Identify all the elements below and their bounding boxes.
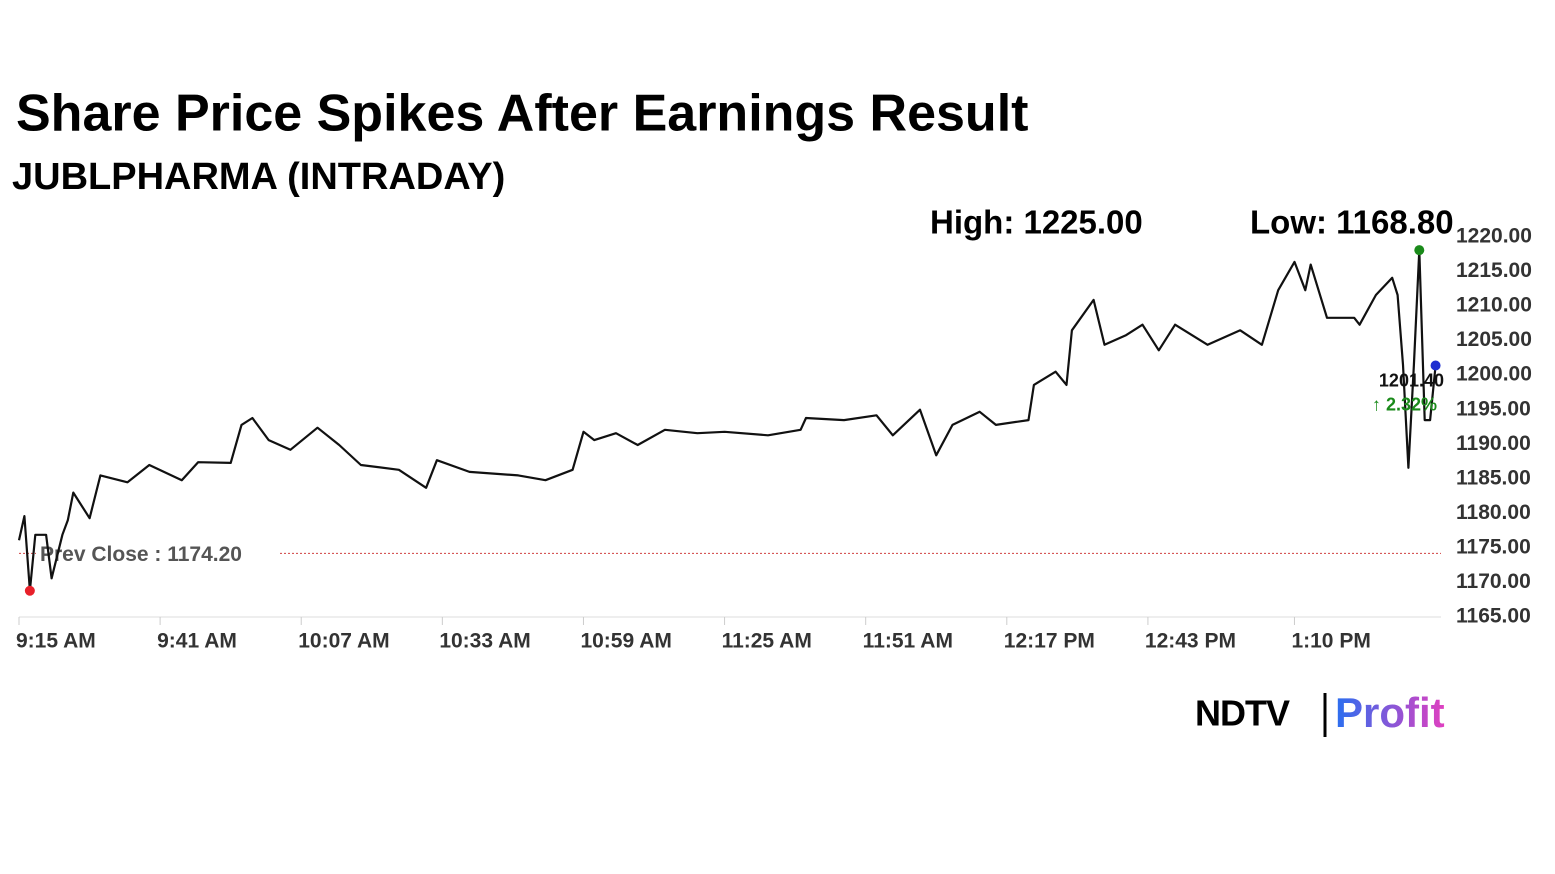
x-tick-label: 10:33 AM xyxy=(439,630,530,653)
chart-title: Share Price Spikes After Earnings Result xyxy=(16,85,1028,143)
logo-profit: Profit xyxy=(1335,689,1445,736)
x-tick-label: 9:41 AM xyxy=(157,630,237,653)
x-tick-label: 12:17 PM xyxy=(1004,630,1095,653)
y-tick-label: 1185.00 xyxy=(1456,466,1531,489)
x-tick-label: 11:51 AM xyxy=(863,630,953,653)
y-tick-label: 1190.00 xyxy=(1456,432,1531,455)
price-line xyxy=(17,249,1437,592)
last-price-label: 1201.40 xyxy=(1379,370,1444,390)
last-marker xyxy=(1430,360,1441,371)
high-marker xyxy=(1414,245,1425,256)
x-tick-label: 9:15 AM xyxy=(16,630,96,653)
y-tick-label: 1205.00 xyxy=(1456,328,1532,351)
x-tick-label: 1:10 PM xyxy=(1291,630,1370,653)
y-tick-label: 1195.00 xyxy=(1456,397,1531,420)
y-tick-label: 1170.00 xyxy=(1456,570,1531,593)
y-tick-label: 1175.00 xyxy=(1456,535,1531,558)
y-tick-label: 1220.00 xyxy=(1456,225,1532,248)
y-tick-label: 1215.00 xyxy=(1456,259,1532,282)
chart-subtitle: JUBLPHARMA (INTRADAY) xyxy=(12,156,505,198)
y-tick-label: 1165.00 xyxy=(1456,605,1531,628)
x-tick-label: 11:25 AM xyxy=(722,630,812,653)
y-tick-label: 1200.00 xyxy=(1456,363,1532,386)
change-label: ↑ 2.32% xyxy=(1372,394,1437,414)
x-tick-label: 12:43 PM xyxy=(1145,630,1236,653)
y-tick-label: 1210.00 xyxy=(1456,294,1532,317)
x-tick-label: 10:59 AM xyxy=(580,630,671,653)
low-marker xyxy=(24,585,35,596)
high-label: High: 1225.00 xyxy=(930,204,1143,241)
x-tick-label: 10:07 AM xyxy=(298,630,389,653)
prev-close-label: Prev Close : 1174.20 xyxy=(40,543,242,566)
logo-ndtv: NDTV xyxy=(1195,693,1290,734)
low-label: Low: 1168.80 xyxy=(1250,204,1454,241)
y-tick-label: 1180.00 xyxy=(1456,501,1531,524)
